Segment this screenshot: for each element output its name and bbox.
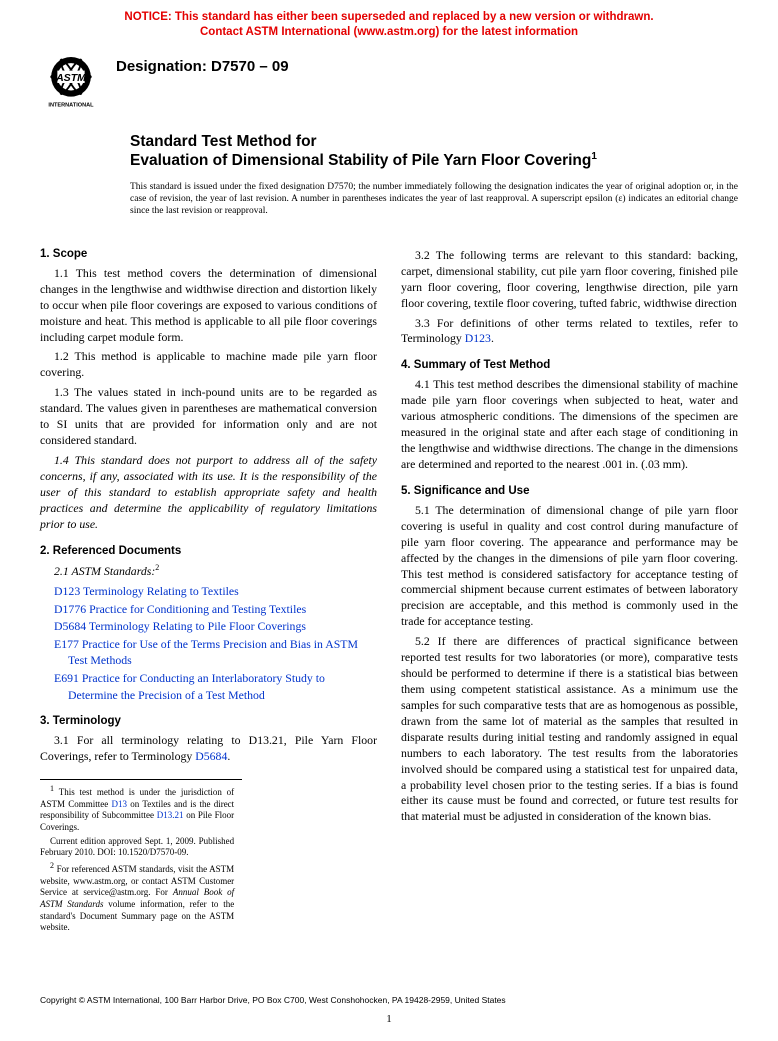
footnote-2: 2 For referenced ASTM standards, visit t…: [40, 861, 234, 934]
svg-text:INTERNATIONAL: INTERNATIONAL: [48, 102, 94, 108]
ref-item: D5684 Terminology Relating to Pile Floor…: [54, 618, 377, 635]
footnote-1b: Current edition approved Sept. 1, 2009. …: [40, 836, 234, 859]
ref-title[interactable]: Terminology Relating to Pile Floor Cover…: [89, 619, 306, 633]
ref-item: E691 Practice for Conducting an Interlab…: [54, 670, 377, 703]
sec2-super: 2: [155, 563, 159, 572]
title-main-text: Evaluation of Dimensional Stability of P…: [130, 152, 591, 169]
left-column: 1. Scope 1.1 This test method covers the…: [40, 236, 377, 936]
sec4-head: 4. Summary of Test Method: [401, 359, 738, 371]
sec5-head: 5. Significance and Use: [401, 485, 738, 497]
sec3-p3b: .: [491, 331, 494, 345]
sec2-head: 2. Referenced Documents: [40, 545, 377, 557]
copyright: Copyright © ASTM International, 100 Barr…: [40, 995, 506, 1005]
notice-line1: NOTICE: This standard has either been su…: [124, 11, 653, 23]
footnotes: 1 This test method is under the jurisdic…: [40, 779, 242, 934]
ref-code[interactable]: E177: [54, 637, 79, 651]
sec1-p4: 1.4 This standard does not purport to ad…: [40, 453, 377, 533]
ref-item: D1776 Practice for Conditioning and Test…: [54, 601, 377, 618]
ref-list: D123 Terminology Relating to Textiles D1…: [40, 583, 377, 703]
sec2-sub-text: 2.1 ASTM Standards:: [54, 563, 155, 577]
ref-item: D123 Terminology Relating to Textiles: [54, 583, 377, 600]
header-row: ASTM INTERNATIONAL Designation: D7570 – …: [0, 44, 778, 114]
sec1-p3: 1.3 The values stated in inch-pound unit…: [40, 385, 377, 449]
title-main: Evaluation of Dimensional Stability of P…: [130, 151, 738, 171]
body-columns: 1. Scope 1.1 This test method covers the…: [0, 218, 778, 936]
sec3-head: 3. Terminology: [40, 715, 377, 727]
ref-title[interactable]: Practice for Conducting an Interlaborato…: [68, 671, 325, 702]
sec3-p1b: .: [227, 749, 230, 763]
sec1-head: 1. Scope: [40, 248, 377, 260]
title-pre: Standard Test Method for: [130, 132, 738, 151]
svg-text:ASTM: ASTM: [55, 72, 86, 84]
title-block: Standard Test Method for Evaluation of D…: [0, 114, 778, 171]
ref-code[interactable]: D5684: [54, 619, 86, 633]
ref-code[interactable]: E691: [54, 671, 79, 685]
designation: Designation: D7570 – 09: [116, 58, 289, 75]
sec3-p3: 3.3 For definitions of other terms relat…: [401, 316, 738, 348]
ref-code[interactable]: D1776: [54, 602, 86, 616]
ref-title[interactable]: Terminology Relating to Textiles: [83, 584, 239, 598]
ref-title[interactable]: Practice for Conditioning and Testing Te…: [89, 602, 306, 616]
right-column: 3.2 The following terms are relevant to …: [401, 236, 738, 936]
ref-code[interactable]: D123: [54, 584, 80, 598]
footnote-1: 1 This test method is under the jurisdic…: [40, 784, 234, 834]
sec1-p1: 1.1 This test method covers the determin…: [40, 266, 377, 346]
ref-item: E177 Practice for Use of the Terms Preci…: [54, 636, 377, 669]
preamble: This standard is issued under the fixed …: [0, 171, 778, 218]
sec5-p2: 5.2 If there are differences of practica…: [401, 634, 738, 825]
astm-logo: ASTM INTERNATIONAL: [40, 52, 102, 114]
sec3-p3-link[interactable]: D123: [465, 331, 491, 345]
sec3-p3a: 3.3 For definitions of other terms relat…: [401, 316, 738, 346]
sec3-p1-link[interactable]: D5684: [195, 749, 227, 763]
fn1-link2[interactable]: D13.21: [157, 810, 184, 820]
sec2-sub: 2.1 ASTM Standards:2: [40, 563, 377, 580]
title-super: 1: [591, 151, 597, 162]
sec4-p1: 4.1 This test method describes the dimen…: [401, 377, 738, 473]
fn1-link1[interactable]: D13: [112, 799, 128, 809]
notice-banner: NOTICE: This standard has either been su…: [0, 0, 778, 44]
sec3-p1: 3.1 For all terminology relating to D13.…: [40, 733, 377, 765]
sec3-p2: 3.2 The following terms are relevant to …: [401, 248, 738, 312]
sec5-p1: 5.1 The determination of dimensional cha…: [401, 503, 738, 630]
sec1-p2: 1.2 This method is applicable to machine…: [40, 349, 377, 381]
ref-title[interactable]: Practice for Use of the Terms Precision …: [68, 637, 358, 668]
page-number: 1: [0, 1013, 778, 1025]
notice-line2: Contact ASTM International (www.astm.org…: [200, 26, 578, 38]
